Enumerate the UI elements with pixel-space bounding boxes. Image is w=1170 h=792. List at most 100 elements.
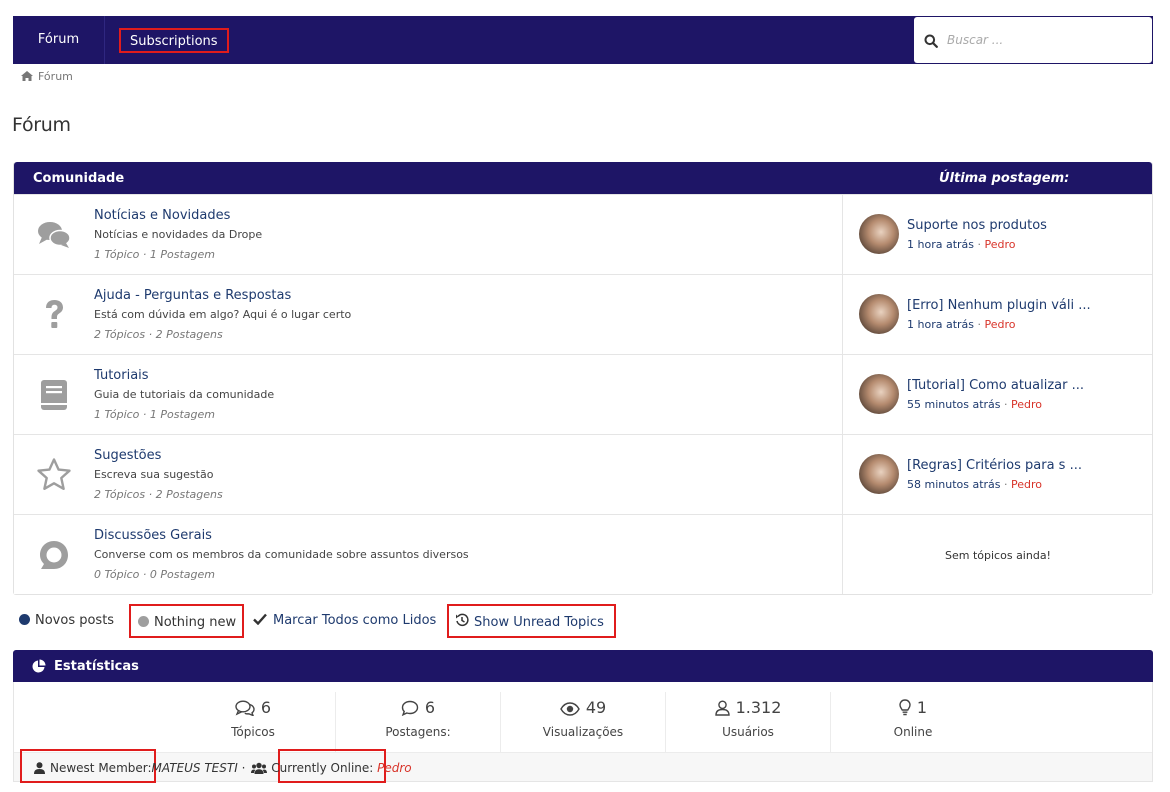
online-user-link[interactable]: Pedro: [377, 761, 412, 775]
forum-title-link[interactable]: Discussões Gerais: [94, 528, 212, 543]
stat-posts: 6 Postagens:: [336, 682, 500, 752]
stat-online: 1 Online: [831, 682, 995, 752]
stat-topics-value: 6: [260, 698, 272, 717]
stat-topics-label: Tópicos: [231, 725, 275, 739]
forum-legend: Novos posts Nothing new Marcar Todos com…: [13, 604, 713, 638]
breadcrumb-forum-link[interactable]: Fórum: [38, 70, 73, 83]
forum-title-link[interactable]: Ajuda - Perguntas e Respostas: [94, 288, 292, 303]
last-post-user[interactable]: Pedro: [1011, 398, 1043, 411]
stats-header: Estatísticas: [13, 650, 1153, 682]
forum-title-link[interactable]: Notícias e Novidades: [94, 208, 231, 223]
comments-icon: [36, 217, 72, 253]
forum-description: Notícias e novidades da Drope: [94, 228, 263, 241]
stats-footer-text: Newest Member:MATEUS TESTI · Currently O…: [34, 761, 412, 775]
stat-posts-value: 6: [424, 698, 436, 717]
nav-forum-link[interactable]: Fórum: [13, 16, 105, 64]
last-post-time[interactable]: 1 hora atrás: [907, 238, 975, 251]
book-icon: [36, 377, 72, 413]
avatar[interactable]: [859, 374, 899, 414]
stat-topics: 6 Tópicos: [171, 682, 335, 752]
breadcrumb: Fórum: [21, 70, 73, 84]
home-icon[interactable]: [21, 71, 33, 84]
currently-online-highlight: [278, 749, 386, 783]
user-icon: [714, 700, 730, 716]
last-post-user[interactable]: Pedro: [984, 318, 1016, 331]
avatar[interactable]: [859, 294, 899, 334]
newest-member-link[interactable]: MATEUS TESTI: [151, 761, 238, 775]
legend-nothing-new: Nothing new: [129, 604, 244, 638]
checkmark-icon: [253, 613, 267, 626]
eye-icon: [560, 702, 580, 716]
column-divider: [842, 515, 843, 594]
last-post-time[interactable]: 55 minutos atrás: [907, 398, 1001, 411]
header-last-post: Última postagem:: [939, 171, 1070, 186]
stat-separator: [335, 692, 336, 752]
avatar[interactable]: [859, 454, 899, 494]
forum-table: Comunidade Última postagem: Notícias e N…: [13, 162, 1153, 595]
show-unread-topics-label[interactable]: Show Unread Topics: [474, 615, 604, 630]
nav-subscriptions-link[interactable]: Subscriptions: [119, 28, 229, 53]
forum-table-header: Comunidade Última postagem:: [14, 162, 1152, 194]
forum-description: Converse com os membros da comunidade so…: [94, 548, 469, 561]
forum-description: Está com dúvida em algo? Aqui é o lugar …: [94, 308, 352, 321]
last-post-time[interactable]: 1 hora atrás: [907, 318, 975, 331]
forum-row: Discussões Gerais Converse com os membro…: [14, 514, 1152, 594]
search-input[interactable]: [947, 28, 1142, 52]
search-icon[interactable]: [924, 33, 938, 52]
stat-views-label: Visualizações: [542, 725, 624, 739]
last-post-meta: 58 minutos atrás · Pedro: [907, 478, 1043, 491]
top-navbar: Fórum Subscriptions: [13, 16, 1153, 64]
nothing-new-dot-icon: [138, 616, 149, 627]
mark-all-read-label[interactable]: Marcar Todos como Lidos: [273, 613, 437, 628]
users-icon: [251, 762, 268, 774]
search-box[interactable]: [914, 17, 1152, 63]
legend-nothing-new-label: Nothing new: [154, 615, 237, 630]
last-post-meta: 1 hora atrás · Pedro: [907, 238, 1016, 251]
forum-row: Sugestões Escreva sua sugestão 2 Tópicos…: [14, 434, 1152, 514]
last-post-user[interactable]: Pedro: [984, 238, 1016, 251]
avatar[interactable]: [859, 214, 899, 254]
stat-views-value: 49: [585, 698, 607, 717]
chat-bubble-icon: [36, 537, 72, 573]
forum-title-link[interactable]: Tutoriais: [94, 368, 149, 383]
last-post-meta: 55 minutos atrás · Pedro: [907, 398, 1043, 411]
stat-online-label: Online: [893, 725, 933, 739]
forum-description: Escreva sua sugestão: [94, 468, 214, 481]
column-divider: [842, 275, 843, 354]
star-icon: [36, 457, 72, 493]
history-icon: [456, 613, 469, 627]
last-post-user[interactable]: Pedro: [1011, 478, 1043, 491]
comments-outline-icon: [235, 700, 255, 717]
stat-separator: [665, 692, 666, 752]
forum-row: Notícias e Novidades Notícias e novidade…: [14, 194, 1152, 274]
stat-users: 1.312 Usuários: [666, 682, 830, 752]
column-divider: [842, 195, 843, 274]
new-posts-dot-icon: [19, 614, 30, 625]
show-unread-topics-link[interactable]: Show Unread Topics: [447, 604, 616, 638]
column-divider: [842, 355, 843, 434]
forum-row: Tutoriais Guia de tutoriais da comunidad…: [14, 354, 1152, 434]
newest-member-highlight: [20, 749, 156, 783]
last-post-title-link[interactable]: [Tutorial] Como atualizar ...: [907, 378, 1085, 393]
pie-chart-icon: [32, 659, 46, 677]
stat-posts-label: Postagens:: [385, 725, 451, 739]
column-divider: [842, 435, 843, 514]
last-post-title-link[interactable]: Suporte nos produtos: [907, 218, 1047, 233]
legend-new-posts-label: Novos posts: [35, 613, 115, 628]
mark-all-read-link[interactable]: Marcar Todos como Lidos: [253, 604, 436, 638]
user-solid-icon: [34, 762, 45, 774]
last-post-title-link[interactable]: [Regras] Critérios para s ...: [907, 458, 1082, 473]
stat-users-label: Usuários: [722, 725, 774, 739]
last-post-title-link[interactable]: [Erro] Nenhum plugin váli ...: [907, 298, 1091, 313]
newest-member-label: Newest Member:: [50, 761, 152, 775]
forum-stats: 2 Tópicos · 2 Postagens: [94, 488, 223, 501]
stats-footer: Newest Member:MATEUS TESTI · Currently O…: [14, 749, 1152, 783]
last-post-time[interactable]: 58 minutos atrás: [907, 478, 1001, 491]
header-community: Comunidade: [33, 171, 125, 186]
stat-online-value: 1: [916, 698, 928, 717]
forum-description: Guia de tutoriais da comunidade: [94, 388, 275, 401]
forum-title-link[interactable]: Sugestões: [94, 448, 162, 463]
stats-panel: 6 Tópicos 6 Postagens: 49 Visualizações …: [13, 682, 1153, 783]
forum-row: Ajuda - Perguntas e Respostas Está com d…: [14, 274, 1152, 354]
stat-separator: [500, 692, 501, 752]
